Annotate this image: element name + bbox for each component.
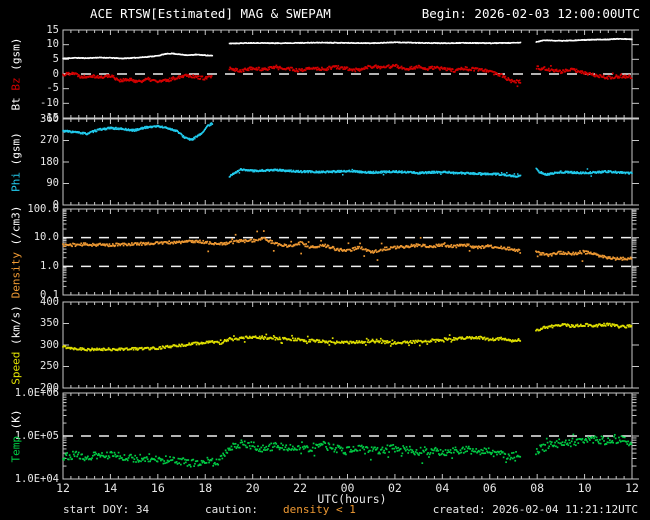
- y-tick-label: 300: [40, 338, 59, 351]
- y-tick-label: 250: [40, 360, 59, 372]
- x-tick-label: 16: [150, 481, 165, 495]
- y-axis-label-speed: Speed (km/s): [9, 305, 23, 385]
- footer-created-timestamp: created: 2026-02-04 11:21:12UTC: [432, 503, 638, 516]
- y-tick-label: 350: [40, 317, 59, 329]
- x-tick-label: 02: [387, 481, 402, 495]
- x-tick-label: 18: [198, 481, 213, 495]
- y-tick-label: 0.1: [40, 288, 59, 301]
- y-tick-label: -15: [40, 111, 59, 124]
- y-tick-label: 270: [40, 134, 59, 146]
- y-tick-label: 10.0: [33, 231, 59, 244]
- x-tick-label: 12: [56, 481, 70, 495]
- footer-start-doy: start DOY: 34: [63, 503, 150, 516]
- y-tick-label: 100.0: [27, 202, 59, 215]
- y-tick-label: -10: [40, 96, 59, 109]
- x-tick-label: 04: [435, 481, 450, 495]
- y-tick-label: 180: [40, 155, 59, 168]
- x-axis-title: UTC(hours): [317, 492, 387, 506]
- y-tick-label: -5: [46, 82, 59, 95]
- y-tick-label: 1.0: [40, 259, 59, 272]
- x-tick-label: 14: [103, 481, 118, 495]
- y-tick-label: 90: [46, 177, 59, 189]
- footer-caution-label: caution:: [205, 503, 258, 516]
- y-axis-label-phi: Phi (gsm): [9, 132, 23, 192]
- y-tick-label: 0: [52, 67, 59, 80]
- y-tick-label: 200: [40, 381, 59, 394]
- y-tick-label: 5: [52, 52, 59, 65]
- x-tick-label: 08: [530, 481, 545, 495]
- y-axis-label-density: Density (/cm3): [9, 205, 23, 299]
- y-tick-label: 1.0E+06: [14, 386, 59, 399]
- y-tick-label: 1.0E+04: [14, 472, 59, 485]
- x-tick-label: 12: [625, 481, 639, 495]
- x-tick-label: 22: [293, 481, 307, 495]
- x-tick-label: 06: [482, 481, 497, 495]
- page-title: ACE RTSW[Estimated] MAG & SWEPAM: [90, 6, 331, 21]
- y-tick-label: 400: [40, 295, 59, 308]
- y-axis-label-temp: Temp (K): [9, 409, 23, 463]
- footer-caution-value: density < 1: [283, 503, 356, 516]
- x-tick-label: 00: [340, 481, 355, 495]
- begin-timestamp: Begin: 2026-02-03 12:00:00UTC: [421, 6, 640, 21]
- x-tick-label: 20: [245, 481, 260, 495]
- y-tick-label: 360: [40, 112, 59, 125]
- y-tick-label: 10: [46, 38, 59, 51]
- y-axis-label-bt-bz: Bt Bz (gsm): [9, 37, 23, 111]
- y-tick-label: 0: [52, 198, 59, 211]
- x-tick-label: 10: [577, 481, 592, 495]
- y-tick-label: 15: [46, 23, 59, 36]
- y-tick-label: 1.0E+05: [14, 429, 59, 442]
